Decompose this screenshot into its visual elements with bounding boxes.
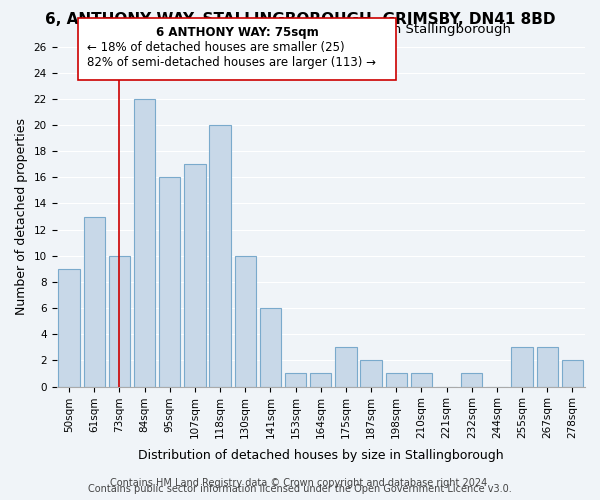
Bar: [461, 374, 482, 386]
Text: ← 18% of detached houses are smaller (25): ← 18% of detached houses are smaller (25…: [87, 41, 344, 54]
Bar: [58, 269, 80, 386]
Y-axis label: Number of detached properties: Number of detached properties: [15, 118, 28, 315]
Text: 82% of semi-detached houses are larger (113) →: 82% of semi-detached houses are larger (…: [87, 56, 376, 69]
Bar: [235, 256, 256, 386]
Text: Contains HM Land Registry data © Crown copyright and database right 2024.: Contains HM Land Registry data © Crown c…: [110, 478, 490, 488]
Text: 6 ANTHONY WAY: 75sqm: 6 ANTHONY WAY: 75sqm: [155, 26, 319, 39]
Bar: [285, 374, 306, 386]
Bar: [511, 348, 533, 387]
Bar: [562, 360, 583, 386]
Bar: [386, 374, 407, 386]
Bar: [83, 216, 105, 386]
Bar: [411, 374, 432, 386]
Bar: [109, 256, 130, 386]
Bar: [209, 125, 231, 386]
Text: Contains public sector information licensed under the Open Government Licence v3: Contains public sector information licen…: [88, 484, 512, 494]
Bar: [310, 374, 331, 386]
Text: 6, ANTHONY WAY, STALLINGBOROUGH, GRIMSBY, DN41 8BD: 6, ANTHONY WAY, STALLINGBOROUGH, GRIMSBY…: [45, 12, 555, 28]
Bar: [184, 164, 206, 386]
Text: Size of property relative to detached houses in Stallingborough: Size of property relative to detached ho…: [89, 22, 511, 36]
Bar: [335, 348, 356, 387]
Bar: [260, 308, 281, 386]
Bar: [536, 348, 558, 387]
Bar: [134, 99, 155, 386]
Bar: [361, 360, 382, 386]
X-axis label: Distribution of detached houses by size in Stallingborough: Distribution of detached houses by size …: [138, 450, 503, 462]
Bar: [159, 178, 181, 386]
